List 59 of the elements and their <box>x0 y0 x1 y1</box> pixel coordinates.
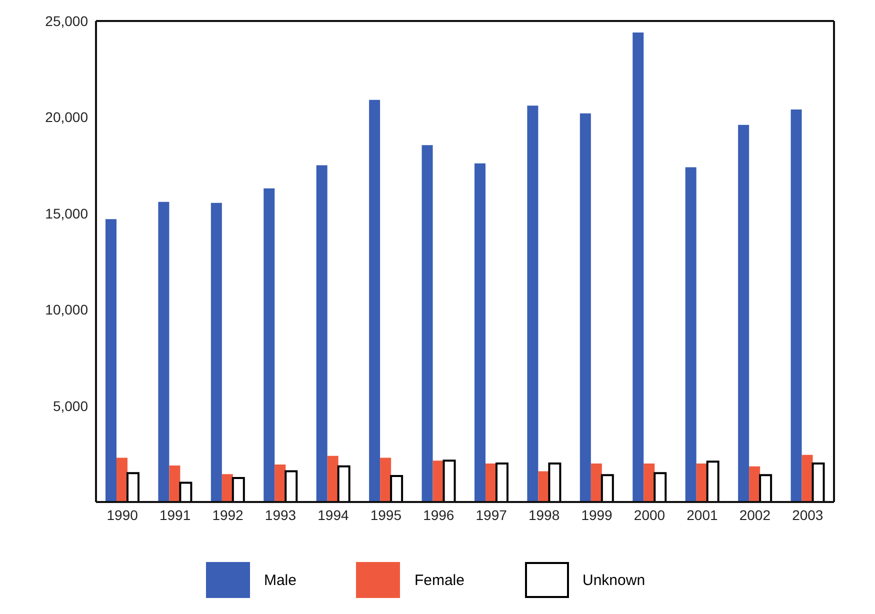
bar <box>116 458 128 502</box>
bar <box>337 465 350 502</box>
legend-label: Female <box>414 572 464 588</box>
x-tick-label: 1998 <box>528 506 560 523</box>
bar <box>390 475 404 502</box>
bar <box>654 472 667 502</box>
bar <box>759 474 772 502</box>
bar <box>644 464 655 502</box>
x-tick-label: 1991 <box>159 506 191 523</box>
y-tick-label: 20,000 <box>45 109 88 126</box>
bar <box>380 458 392 502</box>
x-tick-label: 1996 <box>423 506 454 523</box>
bar <box>632 32 644 502</box>
y-tick-label: 10,000 <box>45 302 88 318</box>
bar <box>802 454 813 502</box>
bar <box>210 202 222 502</box>
bar <box>179 482 192 502</box>
x-tick-label: 2002 <box>739 506 771 523</box>
bar <box>548 462 562 502</box>
bar <box>706 460 720 502</box>
bar <box>369 100 380 502</box>
bar <box>580 113 591 502</box>
bar <box>316 165 328 502</box>
bar <box>474 163 486 502</box>
bar <box>158 202 170 502</box>
x-tick-label: 1999 <box>581 506 613 523</box>
bar <box>749 466 760 502</box>
bar <box>527 106 538 502</box>
bar <box>422 145 433 502</box>
x-tick-label: 2001 <box>686 506 718 523</box>
bar <box>264 188 275 502</box>
y-tick-label: 25,000 <box>45 12 88 29</box>
bar <box>495 462 508 502</box>
bar <box>790 110 802 502</box>
x-tick-label: 2000 <box>634 506 666 523</box>
bar <box>590 464 602 502</box>
x-tick-label: 1995 <box>370 506 402 523</box>
legend-label: Male <box>264 572 296 588</box>
x-tick-label: 1990 <box>106 506 138 523</box>
bar <box>232 476 245 502</box>
legend-label: Unknown <box>582 572 646 588</box>
x-tick-label: 1997 <box>476 506 508 523</box>
bar <box>812 462 825 502</box>
bar <box>600 474 614 502</box>
bar <box>685 167 696 502</box>
x-tick-label: 1993 <box>264 506 296 523</box>
bar <box>105 219 116 502</box>
bar <box>284 470 298 502</box>
bar <box>274 464 286 502</box>
x-tick-label: 2003 <box>792 506 824 523</box>
bar <box>126 472 140 502</box>
bar <box>442 460 456 502</box>
bar <box>738 124 750 502</box>
x-tick-label: 1992 <box>212 506 244 523</box>
y-tick-label: 15,000 <box>45 205 88 222</box>
y-tick-label: 5,000 <box>52 398 88 414</box>
bar <box>327 456 338 502</box>
bar <box>169 465 180 502</box>
x-tick-label: 1994 <box>318 506 349 523</box>
